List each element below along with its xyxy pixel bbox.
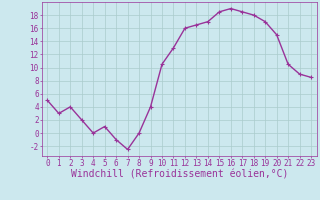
X-axis label: Windchill (Refroidissement éolien,°C): Windchill (Refroidissement éolien,°C)	[70, 169, 288, 179]
